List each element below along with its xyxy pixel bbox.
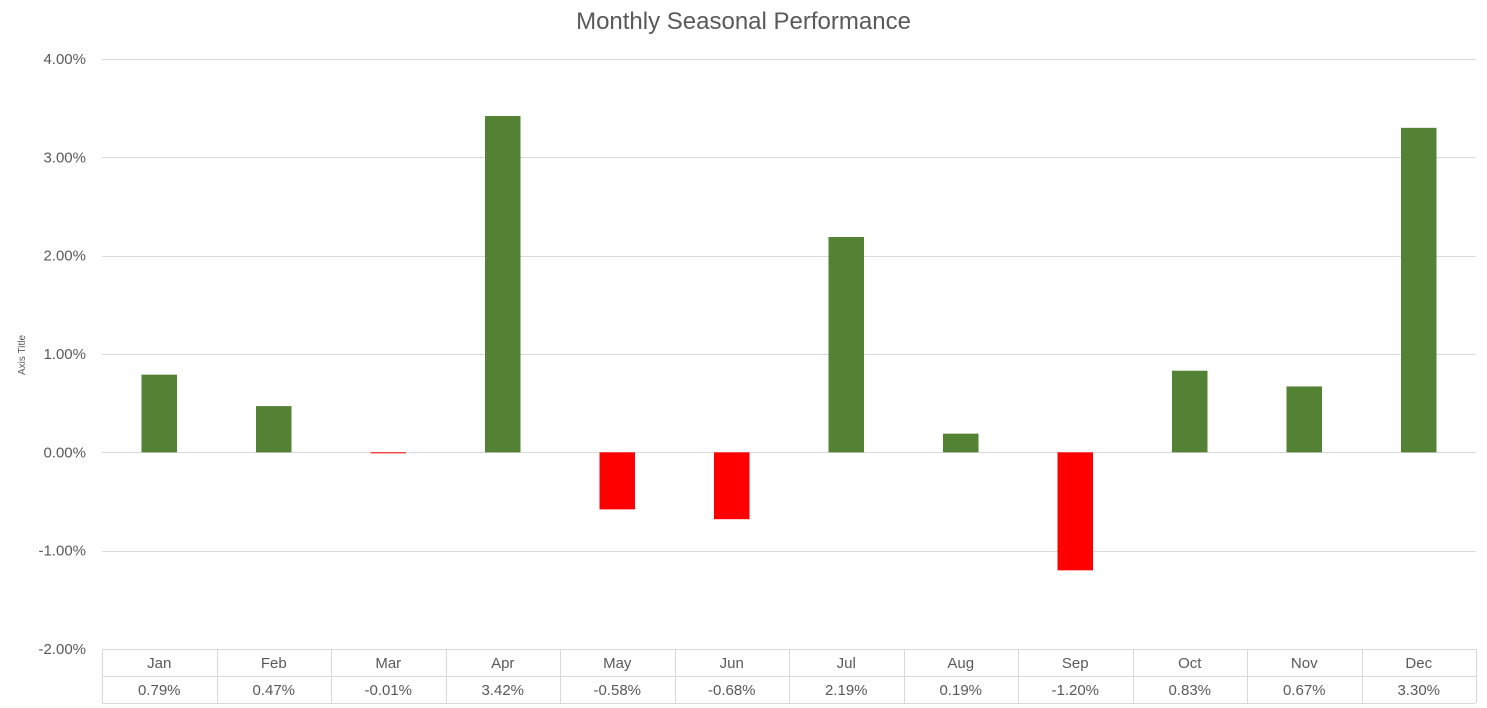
y-axis-ticks: 4.00% 3.00% 2.00% 1.00% 0.00% -1.00% -2.00% <box>38 51 86 658</box>
category-label: Jan <box>147 655 171 672</box>
value-label: -0.01% <box>364 682 412 699</box>
category-label: Aug <box>947 655 974 672</box>
bar-oct <box>1172 370 1208 453</box>
value-label: 3.42% <box>481 682 524 699</box>
category-label: Apr <box>491 655 514 672</box>
value-label: 0.19% <box>939 682 982 699</box>
y-tick-label: -1.00% <box>38 543 86 560</box>
category-label: Nov <box>1291 655 1318 672</box>
bars <box>141 116 1437 571</box>
bar-jun <box>714 452 750 520</box>
bar-aug <box>943 433 979 453</box>
chart-title: Monthly Seasonal Performance <box>576 8 911 35</box>
category-label: May <box>603 655 632 672</box>
bar-nov <box>1286 386 1322 453</box>
y-tick-label: 2.00% <box>43 248 86 265</box>
category-label: Dec <box>1405 655 1432 672</box>
data-table: Jan 0.79% Feb 0.47% Mar -0.01% Apr 3.42% May -0.5… <box>102 649 1477 704</box>
value-label: -1.20% <box>1051 682 1099 699</box>
category-label: Feb <box>261 655 287 672</box>
y-tick-label: 3.00% <box>43 149 86 166</box>
value-label: 0.47% <box>252 682 295 699</box>
value-label: -0.68% <box>708 682 756 699</box>
y-tick-label: -2.00% <box>38 641 86 658</box>
category-label: Jun <box>720 655 744 672</box>
y-axis-title: Axis Title <box>17 335 28 375</box>
value-label: 0.79% <box>138 682 181 699</box>
bar-feb <box>256 406 292 453</box>
category-label: Jul <box>837 655 856 672</box>
bar-may <box>599 452 635 510</box>
bar-jul <box>828 236 864 453</box>
value-label: 0.67% <box>1283 682 1326 699</box>
value-label: 3.30% <box>1397 682 1440 699</box>
category-label: Mar <box>375 655 401 672</box>
gridlines <box>102 59 1476 650</box>
bar-dec <box>1401 127 1437 453</box>
bar-sep <box>1057 452 1093 571</box>
value-label: 0.83% <box>1168 682 1211 699</box>
y-tick-label: 1.00% <box>43 346 86 363</box>
y-tick-label: 4.00% <box>43 51 86 68</box>
value-label: -0.58% <box>593 682 641 699</box>
value-label: 2.19% <box>825 682 868 699</box>
y-tick-label: 0.00% <box>43 444 86 461</box>
bar-apr <box>485 116 521 453</box>
bar-mar <box>370 452 406 454</box>
category-label: Sep <box>1062 655 1089 672</box>
bar-jan <box>141 374 177 453</box>
category-label: Oct <box>1178 655 1202 672</box>
